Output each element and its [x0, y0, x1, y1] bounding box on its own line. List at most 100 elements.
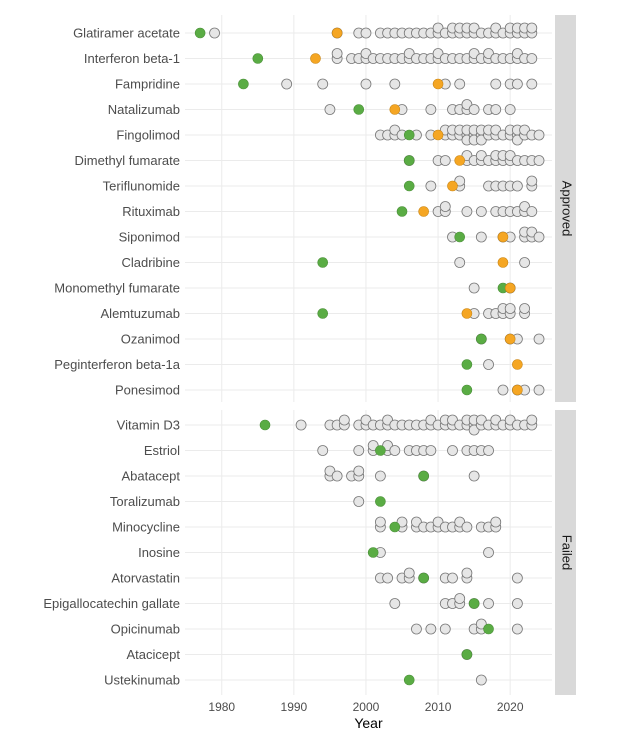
x-tick-label: 2020 — [497, 700, 524, 714]
approval-point — [310, 53, 321, 64]
drug-label: Glatiramer acetate — [73, 26, 180, 41]
first-trial-point — [389, 521, 401, 533]
first-trial-point — [403, 129, 415, 141]
trial-point — [353, 496, 365, 507]
trial-point — [526, 78, 538, 90]
trial-point — [295, 419, 307, 431]
trial-point — [396, 516, 408, 528]
trial-point — [475, 231, 487, 243]
first-trial-point — [375, 496, 386, 507]
drug-label: Ponesimod — [115, 383, 180, 398]
trial-point — [497, 384, 509, 396]
x-tick-label: 1980 — [208, 700, 235, 714]
first-trial-point — [483, 623, 494, 635]
trial-point — [526, 53, 538, 64]
trial-point — [360, 78, 372, 90]
first-trial-point — [461, 359, 473, 370]
approval-point — [512, 384, 523, 396]
trial-point — [533, 333, 545, 345]
trial-point — [526, 175, 538, 187]
drug-label: Dimethyl fumarate — [75, 153, 180, 168]
first-trial-point — [367, 547, 379, 558]
drug-label: Fingolimod — [116, 128, 180, 143]
trial-point — [483, 445, 494, 456]
drug-label: Ozanimod — [121, 332, 180, 347]
trial-point — [439, 155, 451, 166]
trial-point — [526, 22, 538, 34]
approval-point — [389, 104, 401, 115]
x-tick-label: 2010 — [425, 700, 452, 714]
trial-point — [454, 175, 466, 187]
trial-point — [483, 547, 494, 558]
first-trial-point — [252, 53, 264, 64]
trial-point — [454, 78, 466, 90]
trial-point — [454, 593, 466, 604]
trial-point — [439, 201, 451, 212]
trial-point — [511, 623, 523, 635]
trial-point — [475, 618, 487, 630]
first-trial-point — [403, 155, 415, 166]
drug-label: Opicinumab — [111, 622, 180, 637]
drug-label: Atorvastatin — [111, 571, 180, 586]
drug-label: Rituximab — [122, 204, 180, 219]
trial-point — [475, 674, 487, 686]
first-trial-point — [259, 419, 271, 431]
approval-point — [497, 231, 509, 243]
x-tick-label: 1990 — [281, 700, 308, 714]
trial-point — [403, 567, 415, 579]
drug-label: Natalizumab — [108, 102, 180, 117]
trial-point — [317, 445, 329, 456]
trial-point — [490, 516, 502, 528]
trial-point — [461, 206, 473, 217]
trial-point — [317, 78, 329, 90]
trial-point — [425, 445, 437, 456]
trial-point — [374, 470, 386, 482]
drug-label: Epigallocatechin gallate — [43, 596, 180, 611]
trial-point — [447, 445, 458, 456]
trial-point — [519, 257, 531, 268]
trial-point — [519, 303, 531, 314]
trial-point — [338, 414, 350, 426]
first-trial-point — [454, 231, 466, 243]
trial-point — [526, 206, 538, 217]
trial-point — [468, 282, 480, 294]
x-tick-label: 2000 — [353, 700, 380, 714]
trial-point — [367, 440, 379, 451]
trial-point — [353, 465, 365, 477]
trial-point — [483, 598, 494, 609]
first-trial-point — [317, 308, 329, 319]
first-trial-point — [396, 206, 408, 217]
first-trial-point — [461, 649, 473, 660]
drug-label: Atacicept — [127, 647, 181, 662]
drug-label: Minocycline — [112, 520, 180, 535]
trial-point — [447, 572, 458, 584]
trial-point — [374, 516, 386, 528]
approval-point — [512, 359, 523, 370]
approval-point — [454, 155, 466, 166]
trial-point — [425, 180, 437, 192]
trial-point — [483, 359, 494, 370]
approval-point — [497, 257, 509, 268]
drug-label: Ustekinumab — [104, 673, 180, 688]
facet-label: Failed — [560, 535, 575, 570]
trial-point — [360, 27, 372, 39]
drug-label: Alemtuzumab — [101, 306, 180, 321]
trial-point — [533, 129, 545, 141]
trial-point — [389, 78, 401, 90]
trial-point — [382, 572, 394, 584]
trial-point — [439, 623, 451, 635]
first-trial-point — [238, 78, 249, 90]
trial-point — [533, 231, 545, 243]
first-trial-point — [476, 333, 487, 345]
trial-point — [511, 598, 523, 609]
trial-point — [504, 303, 516, 314]
first-trial-point — [375, 445, 386, 456]
trial-point — [454, 257, 466, 268]
trial-point — [461, 521, 473, 533]
trial-point — [389, 598, 401, 609]
trial-point — [461, 567, 473, 579]
trial-point — [490, 78, 502, 90]
x-axis-title: Year — [354, 715, 383, 731]
trial-point — [475, 206, 487, 217]
drug-label: Estriol — [144, 443, 180, 458]
